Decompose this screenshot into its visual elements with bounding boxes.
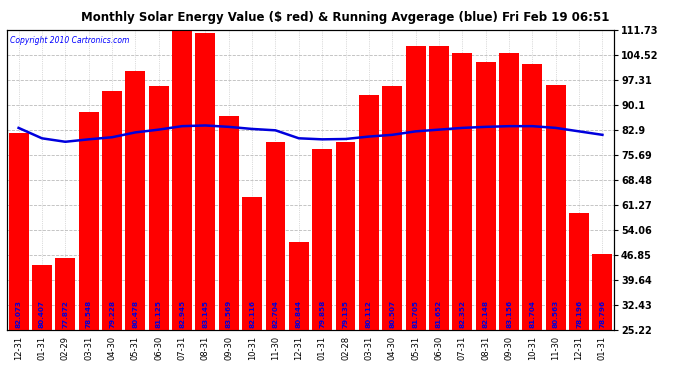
Text: 82.148: 82.148 bbox=[482, 300, 489, 328]
Text: 79.135: 79.135 bbox=[342, 300, 348, 328]
Bar bbox=[429, 46, 449, 330]
Bar bbox=[32, 265, 52, 330]
Bar bbox=[289, 242, 308, 330]
Bar bbox=[499, 53, 519, 330]
Text: 79.228: 79.228 bbox=[109, 300, 115, 328]
Text: 78.796: 78.796 bbox=[600, 300, 605, 328]
Text: 80.563: 80.563 bbox=[553, 300, 559, 328]
Bar bbox=[569, 213, 589, 330]
Bar bbox=[172, 30, 192, 330]
Bar bbox=[406, 46, 426, 330]
Bar bbox=[266, 142, 286, 330]
Bar bbox=[219, 116, 239, 330]
Text: Monthly Solar Energy Value ($ red) & Running Avgerage (blue) Fri Feb 19 06:51: Monthly Solar Energy Value ($ red) & Run… bbox=[81, 11, 609, 24]
Text: 80.407: 80.407 bbox=[39, 300, 45, 328]
Bar bbox=[382, 86, 402, 330]
Text: 80.112: 80.112 bbox=[366, 300, 372, 328]
Text: 82.352: 82.352 bbox=[460, 300, 465, 328]
Text: 81.652: 81.652 bbox=[436, 300, 442, 328]
Bar bbox=[359, 95, 379, 330]
Text: Copyright 2010 Cartronics.com: Copyright 2010 Cartronics.com bbox=[10, 36, 129, 45]
Text: 77.872: 77.872 bbox=[62, 300, 68, 328]
Bar bbox=[335, 142, 355, 330]
Bar bbox=[9, 133, 28, 330]
Bar bbox=[195, 33, 215, 330]
Bar bbox=[453, 53, 472, 330]
Text: 81.705: 81.705 bbox=[413, 300, 419, 328]
Bar bbox=[55, 258, 75, 330]
Text: 79.858: 79.858 bbox=[319, 300, 325, 328]
Text: 80.844: 80.844 bbox=[296, 300, 302, 328]
Bar bbox=[79, 112, 99, 330]
Bar bbox=[475, 62, 495, 330]
Bar bbox=[546, 84, 566, 330]
Text: 83.569: 83.569 bbox=[226, 300, 232, 328]
Bar bbox=[126, 70, 146, 330]
Text: 82.073: 82.073 bbox=[16, 300, 21, 328]
Text: 78.548: 78.548 bbox=[86, 300, 92, 328]
Text: 83.156: 83.156 bbox=[506, 300, 512, 328]
Text: 81.125: 81.125 bbox=[156, 300, 161, 328]
Text: 78.196: 78.196 bbox=[576, 300, 582, 328]
Text: 82.945: 82.945 bbox=[179, 300, 185, 328]
Bar bbox=[242, 197, 262, 330]
Text: 82.704: 82.704 bbox=[273, 300, 279, 328]
Text: 81.704: 81.704 bbox=[529, 300, 535, 328]
Text: 83.145: 83.145 bbox=[202, 300, 208, 328]
Bar bbox=[149, 86, 168, 330]
Bar bbox=[313, 149, 332, 330]
Text: 80.478: 80.478 bbox=[132, 300, 139, 328]
Text: 80.507: 80.507 bbox=[389, 300, 395, 328]
Bar bbox=[102, 92, 122, 330]
Text: 82.116: 82.116 bbox=[249, 300, 255, 328]
Bar bbox=[522, 64, 542, 330]
Bar bbox=[593, 255, 612, 330]
